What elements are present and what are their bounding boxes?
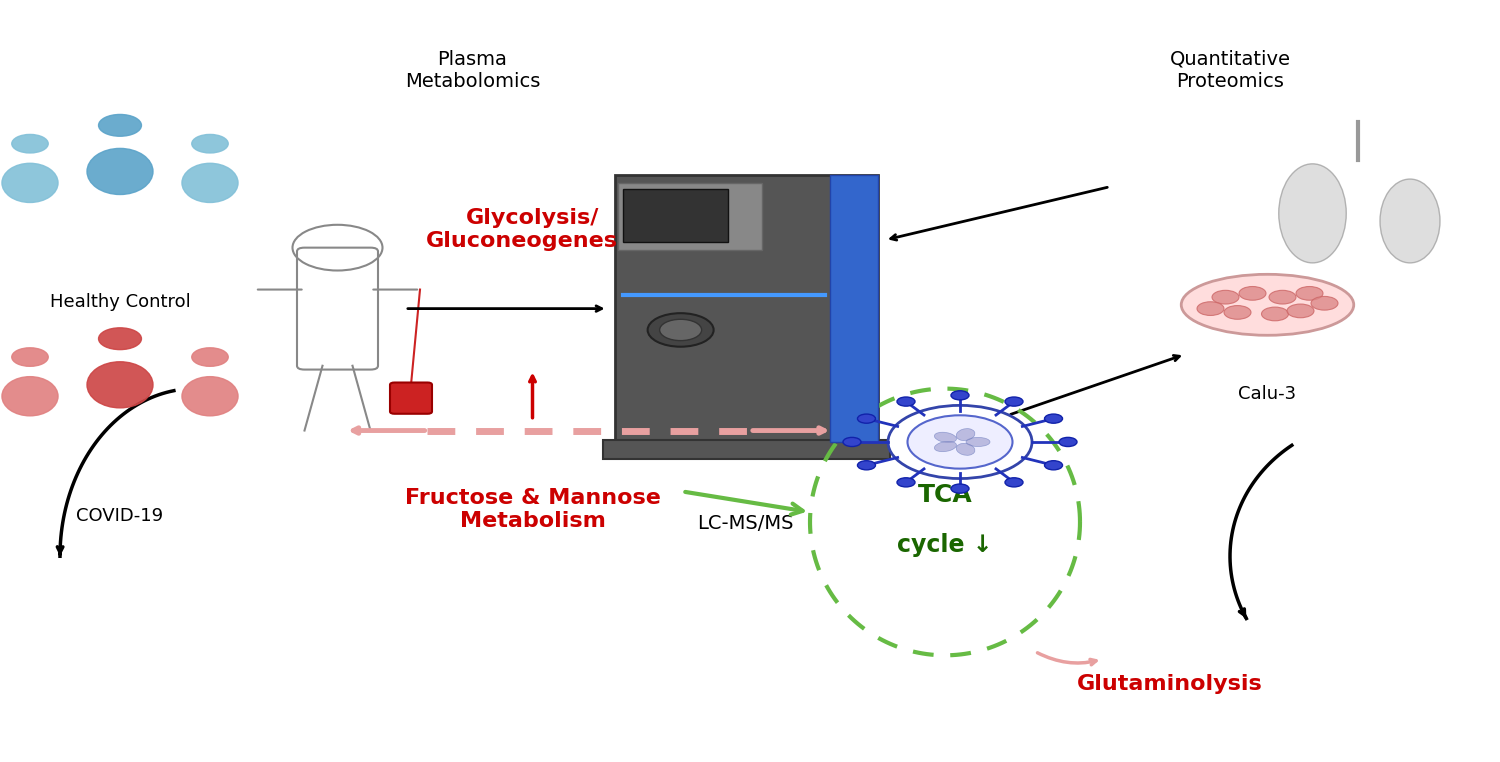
Text: COVID-19: COVID-19: [76, 507, 164, 525]
Text: Plasma
Metabolomics: Plasma Metabolomics: [405, 50, 540, 91]
Circle shape: [1005, 397, 1023, 406]
Ellipse shape: [956, 428, 975, 440]
Text: LC-MS/MS: LC-MS/MS: [698, 514, 794, 533]
Text: cycle ↓: cycle ↓: [897, 533, 993, 557]
Circle shape: [192, 347, 228, 367]
Text: Fructose & Mannose
Metabolism: Fructose & Mannose Metabolism: [405, 488, 660, 531]
Ellipse shape: [182, 376, 238, 416]
FancyBboxPatch shape: [390, 383, 432, 414]
FancyBboxPatch shape: [831, 175, 878, 442]
Ellipse shape: [956, 443, 975, 456]
Circle shape: [1224, 306, 1251, 319]
Circle shape: [660, 319, 702, 341]
Circle shape: [99, 114, 141, 136]
Circle shape: [1311, 296, 1338, 310]
Circle shape: [858, 414, 876, 423]
Text: Healthy Control: Healthy Control: [50, 293, 190, 312]
Circle shape: [897, 478, 915, 487]
Circle shape: [648, 313, 714, 347]
Ellipse shape: [934, 441, 957, 452]
FancyBboxPatch shape: [618, 184, 762, 250]
Circle shape: [1262, 307, 1288, 321]
Circle shape: [897, 397, 915, 406]
Ellipse shape: [1380, 179, 1440, 263]
Circle shape: [1269, 290, 1296, 304]
Ellipse shape: [182, 163, 238, 203]
Circle shape: [951, 391, 969, 400]
Ellipse shape: [87, 362, 153, 408]
Text: Glycolysis/
Gluconeogenesis: Glycolysis/ Gluconeogenesis: [426, 208, 639, 251]
Ellipse shape: [2, 163, 58, 203]
Circle shape: [1005, 478, 1023, 487]
Ellipse shape: [1278, 164, 1347, 263]
Circle shape: [843, 437, 861, 447]
Ellipse shape: [1182, 274, 1353, 335]
Ellipse shape: [934, 432, 957, 443]
Circle shape: [12, 347, 48, 367]
Circle shape: [1059, 437, 1077, 447]
Circle shape: [192, 134, 228, 153]
FancyBboxPatch shape: [603, 440, 890, 459]
Circle shape: [1044, 414, 1062, 423]
Ellipse shape: [966, 437, 990, 447]
Circle shape: [1296, 287, 1323, 300]
Circle shape: [858, 461, 876, 470]
Circle shape: [1287, 304, 1314, 318]
Circle shape: [908, 415, 1013, 469]
Text: Calu-3: Calu-3: [1239, 385, 1296, 403]
Circle shape: [12, 134, 48, 153]
Ellipse shape: [2, 376, 58, 416]
Text: TCA: TCA: [918, 483, 972, 507]
Ellipse shape: [87, 149, 153, 194]
Circle shape: [951, 484, 969, 493]
Circle shape: [1044, 461, 1062, 470]
Text: Glutaminolysis: Glutaminolysis: [1077, 674, 1263, 694]
Circle shape: [1197, 302, 1224, 315]
FancyBboxPatch shape: [622, 189, 728, 242]
Circle shape: [1239, 287, 1266, 300]
Text: Quantitative
Proteomics: Quantitative Proteomics: [1170, 50, 1290, 91]
FancyBboxPatch shape: [615, 175, 878, 442]
Circle shape: [99, 328, 141, 350]
Circle shape: [1212, 290, 1239, 304]
Circle shape: [888, 405, 1032, 479]
